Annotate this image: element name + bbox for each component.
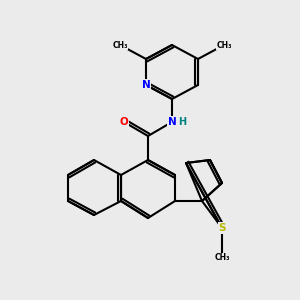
Text: H: H [178, 117, 187, 127]
Text: CH₃: CH₃ [112, 40, 128, 50]
Text: S: S [218, 223, 226, 233]
Text: O: O [120, 117, 128, 127]
Text: N: N [168, 117, 176, 127]
Text: CH₃: CH₃ [214, 254, 230, 262]
Text: CH₃: CH₃ [216, 40, 232, 50]
Text: N: N [142, 80, 150, 90]
